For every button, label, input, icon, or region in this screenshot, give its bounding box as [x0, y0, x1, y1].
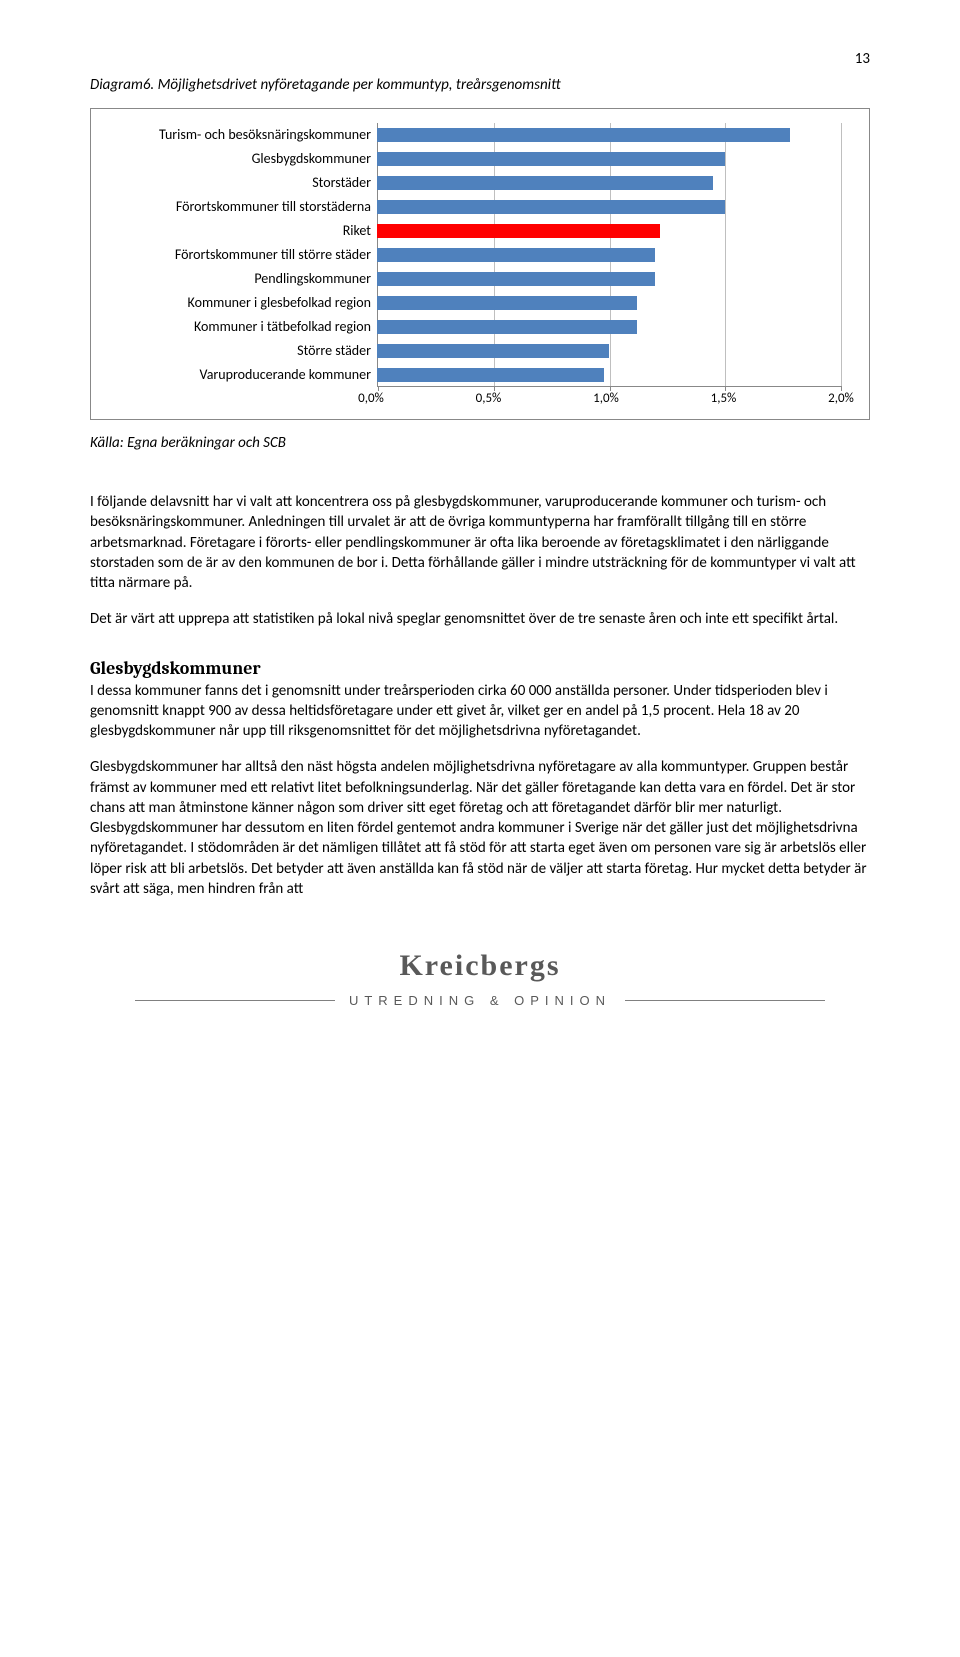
bar [377, 176, 713, 190]
x-axis-label: 0,5% [476, 391, 502, 406]
bar [377, 344, 609, 358]
y-axis-label: Pendlingskommuner [91, 267, 371, 291]
y-axis-label: Kommuner i tätbefolkad region [91, 315, 371, 339]
bar-row [377, 291, 841, 315]
y-axis-label: Varuproducerande kommuner [91, 363, 371, 387]
bar-row [377, 243, 841, 267]
bar [377, 224, 660, 238]
bar-row [377, 171, 841, 195]
paragraph-1: I följande delavsnitt har vi valt att ko… [90, 492, 870, 593]
chart-plot-area [377, 123, 841, 387]
chart-source: Källa: Egna beräkningar och SCB [90, 434, 870, 452]
y-axis-label: Riket [91, 219, 371, 243]
bar-row [377, 123, 841, 147]
bar-row [377, 147, 841, 171]
y-axis-label: Större städer [91, 339, 371, 363]
bar [377, 320, 637, 334]
bar [377, 152, 725, 166]
bar [377, 272, 655, 286]
gridline [841, 123, 842, 386]
x-axis-label: 1,5% [711, 391, 737, 406]
footer-logo: Kreicbergs [90, 949, 870, 983]
x-axis-labels: 0,0%0,5%1,0%1,5%2,0% [371, 391, 841, 409]
paragraph-4: Glesbygdskommuner har alltså den näst hö… [90, 757, 870, 899]
x-axis-label: 2,0% [828, 391, 854, 406]
footer-divider-right [625, 1000, 825, 1001]
chart-container: Turism- och besöksnäringskommunerGlesbyg… [90, 108, 870, 420]
bar-row [377, 267, 841, 291]
x-axis-label: 0,0% [358, 391, 384, 406]
bar [377, 368, 604, 382]
paragraph-3: I dessa kommuner fanns det i genomsnitt … [90, 681, 870, 742]
y-axis-label: Glesbygdskommuner [91, 147, 371, 171]
bar-row [377, 315, 841, 339]
y-axis-label: Turism- och besöksnäringskommuner [91, 123, 371, 147]
bar [377, 296, 637, 310]
page-number: 13 [90, 50, 870, 68]
y-axis-label: Storstäder [91, 171, 371, 195]
paragraph-2: Det är värt att upprepa att statistiken … [90, 609, 870, 629]
bar-row [377, 363, 841, 387]
footer-subtitle: UTREDNING & OPINION [349, 993, 611, 1008]
x-axis-label: 1,0% [593, 391, 619, 406]
bar [377, 200, 725, 214]
chart-caption: Diagram6. Möjlighetsdrivet nyföretagande… [90, 76, 870, 94]
y-axis-label: Kommuner i glesbefolkad region [91, 291, 371, 315]
bar-row [377, 219, 841, 243]
bar-row [377, 195, 841, 219]
y-axis-label: Förortskommuner till storstäderna [91, 195, 371, 219]
bar-row [377, 339, 841, 363]
bar [377, 248, 655, 262]
y-axis-label: Förortskommuner till större städer [91, 243, 371, 267]
section-heading-glesbygd: Glesbygdskommuner [90, 658, 870, 679]
y-axis-labels: Turism- och besöksnäringskommunerGlesbyg… [91, 123, 377, 387]
footer-divider-left [135, 1000, 335, 1001]
page-footer: Kreicbergs UTREDNING & OPINION [90, 949, 870, 1008]
bar [377, 128, 790, 142]
